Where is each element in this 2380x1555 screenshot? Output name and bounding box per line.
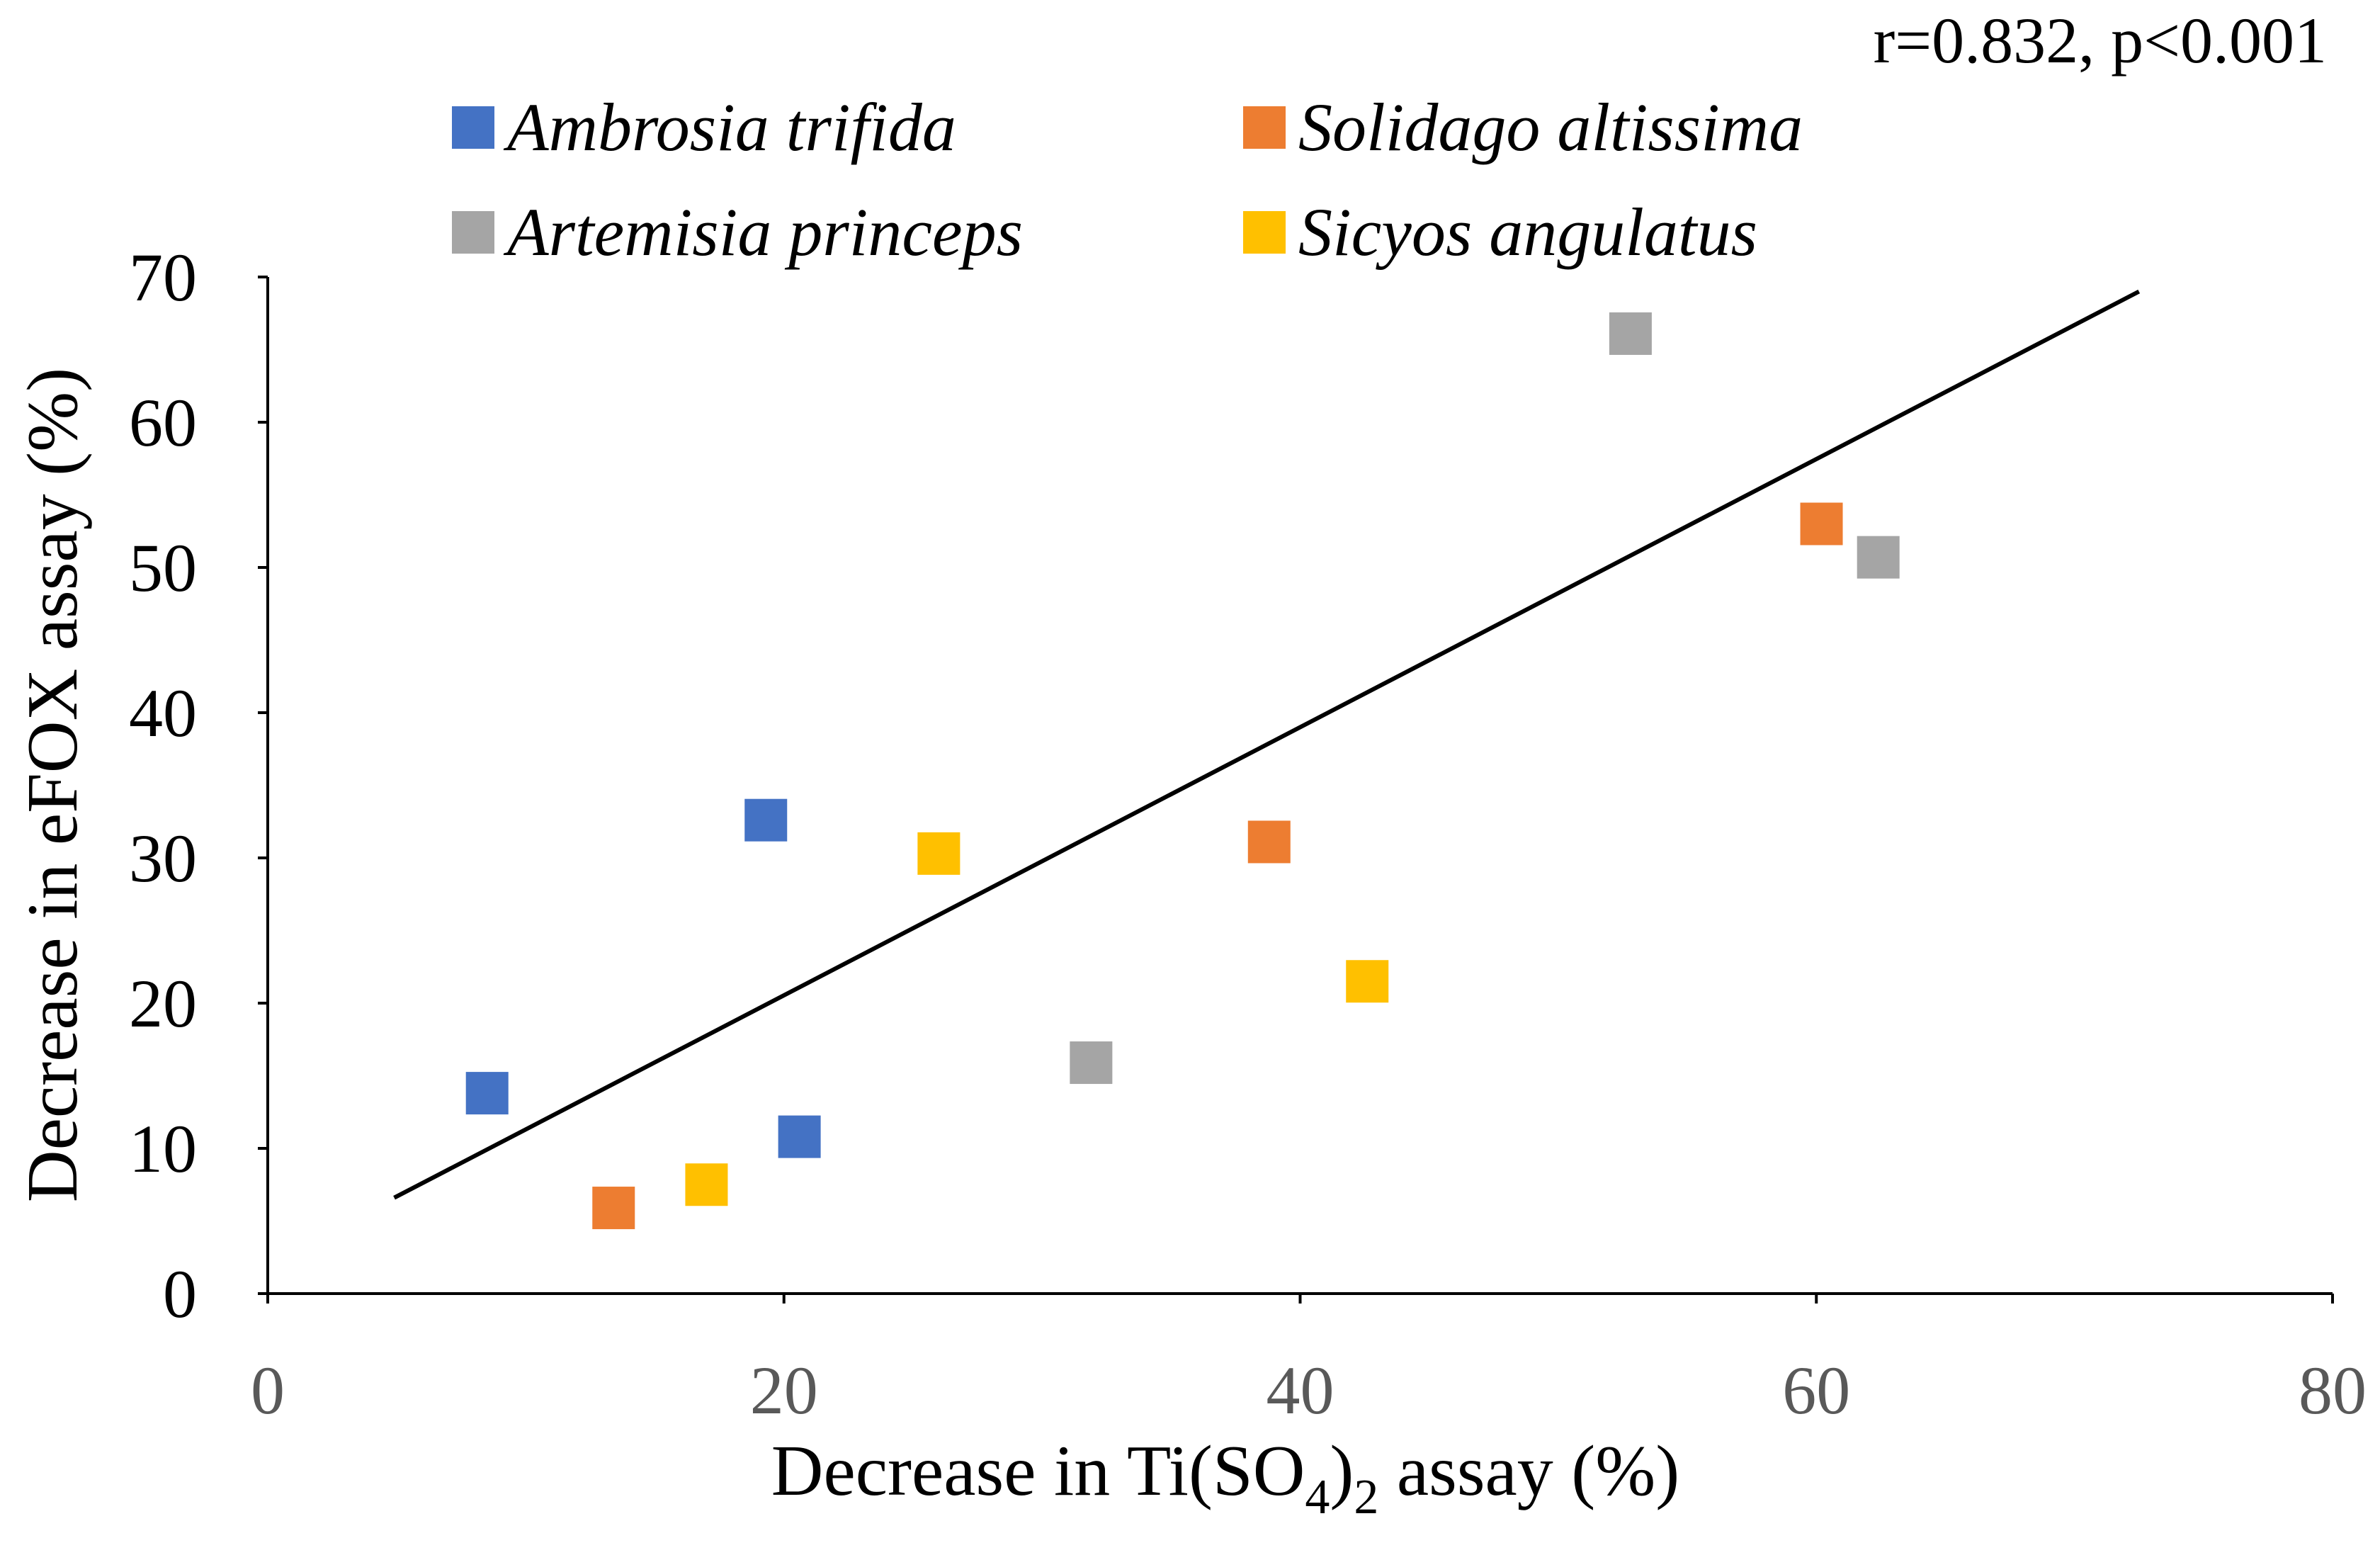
legend-item-sicyos-angulatus: Sicyos angulatus <box>1243 194 1757 270</box>
data-point-solidago-altissima <box>1247 820 1291 864</box>
data-point-sicyos-angulatus <box>685 1163 728 1206</box>
legend-item-ambrosia-trifida: Ambrosia trifida <box>452 89 956 165</box>
data-point-ambrosia-trifida <box>778 1115 821 1158</box>
legend-label: Sicyos angulatus <box>1298 194 1757 270</box>
legend-label: Solidago altissima <box>1298 89 1803 165</box>
x-tick-label: 60 <box>1782 1352 1850 1428</box>
axes <box>266 277 2333 1295</box>
y-tick-label: 0 <box>163 1256 197 1332</box>
x-tick-label: 80 <box>2299 1352 2367 1428</box>
legend-label: Artemisia princeps <box>503 194 1023 270</box>
data-point-solidago-altissima <box>1800 502 1843 545</box>
y-tick-label: 60 <box>129 385 197 460</box>
ticks: 0 20 40 60 80 0 10 20 30 40 50 60 70 <box>129 239 2367 1428</box>
y-tick-label: 70 <box>129 239 197 315</box>
y-tick-label: 10 <box>129 1111 197 1187</box>
correlation-annotation: r=0.832, p<0.001 <box>1874 4 2327 77</box>
legend-item-solidago-altissima: Solidago altissima <box>1243 89 1803 165</box>
legend-swatch <box>1243 106 1286 149</box>
data-point-artemisia-princeps <box>1857 536 1900 579</box>
y-tick-label: 20 <box>129 966 197 1041</box>
y-tick-label: 40 <box>129 675 197 751</box>
data-point-artemisia-princeps <box>1070 1041 1113 1085</box>
x-tick-label: 20 <box>750 1352 818 1428</box>
legend-swatch <box>452 106 494 149</box>
data-point-solidago-altissima <box>592 1187 635 1230</box>
legend-swatch <box>1243 211 1286 254</box>
x-axis-title: Decrease in Ti(SO4)2 assay (%) <box>771 1431 1679 1525</box>
legend: Ambrosia trifida Solidago altissima Artemi… <box>452 89 1803 270</box>
legend-swatch <box>452 211 494 254</box>
y-tick-label: 30 <box>129 820 197 896</box>
y-axis-title: Decrease in eFOX assay (%) <box>13 368 93 1202</box>
data-point-artemisia-princeps <box>1609 312 1652 355</box>
data-points <box>465 312 1900 1230</box>
data-point-ambrosia-trifida <box>465 1072 509 1115</box>
legend-label: Ambrosia trifida <box>503 89 956 165</box>
data-point-sicyos-angulatus <box>917 832 960 875</box>
y-tick-label: 50 <box>129 530 197 606</box>
x-tick-label: 40 <box>1266 1352 1334 1428</box>
data-point-sicyos-angulatus <box>1346 960 1389 1003</box>
legend-item-artemisia-princeps: Artemisia princeps <box>452 194 1023 270</box>
data-point-ambrosia-trifida <box>744 798 788 842</box>
trendline <box>393 289 2141 1200</box>
x-tick-label: 0 <box>251 1352 285 1428</box>
